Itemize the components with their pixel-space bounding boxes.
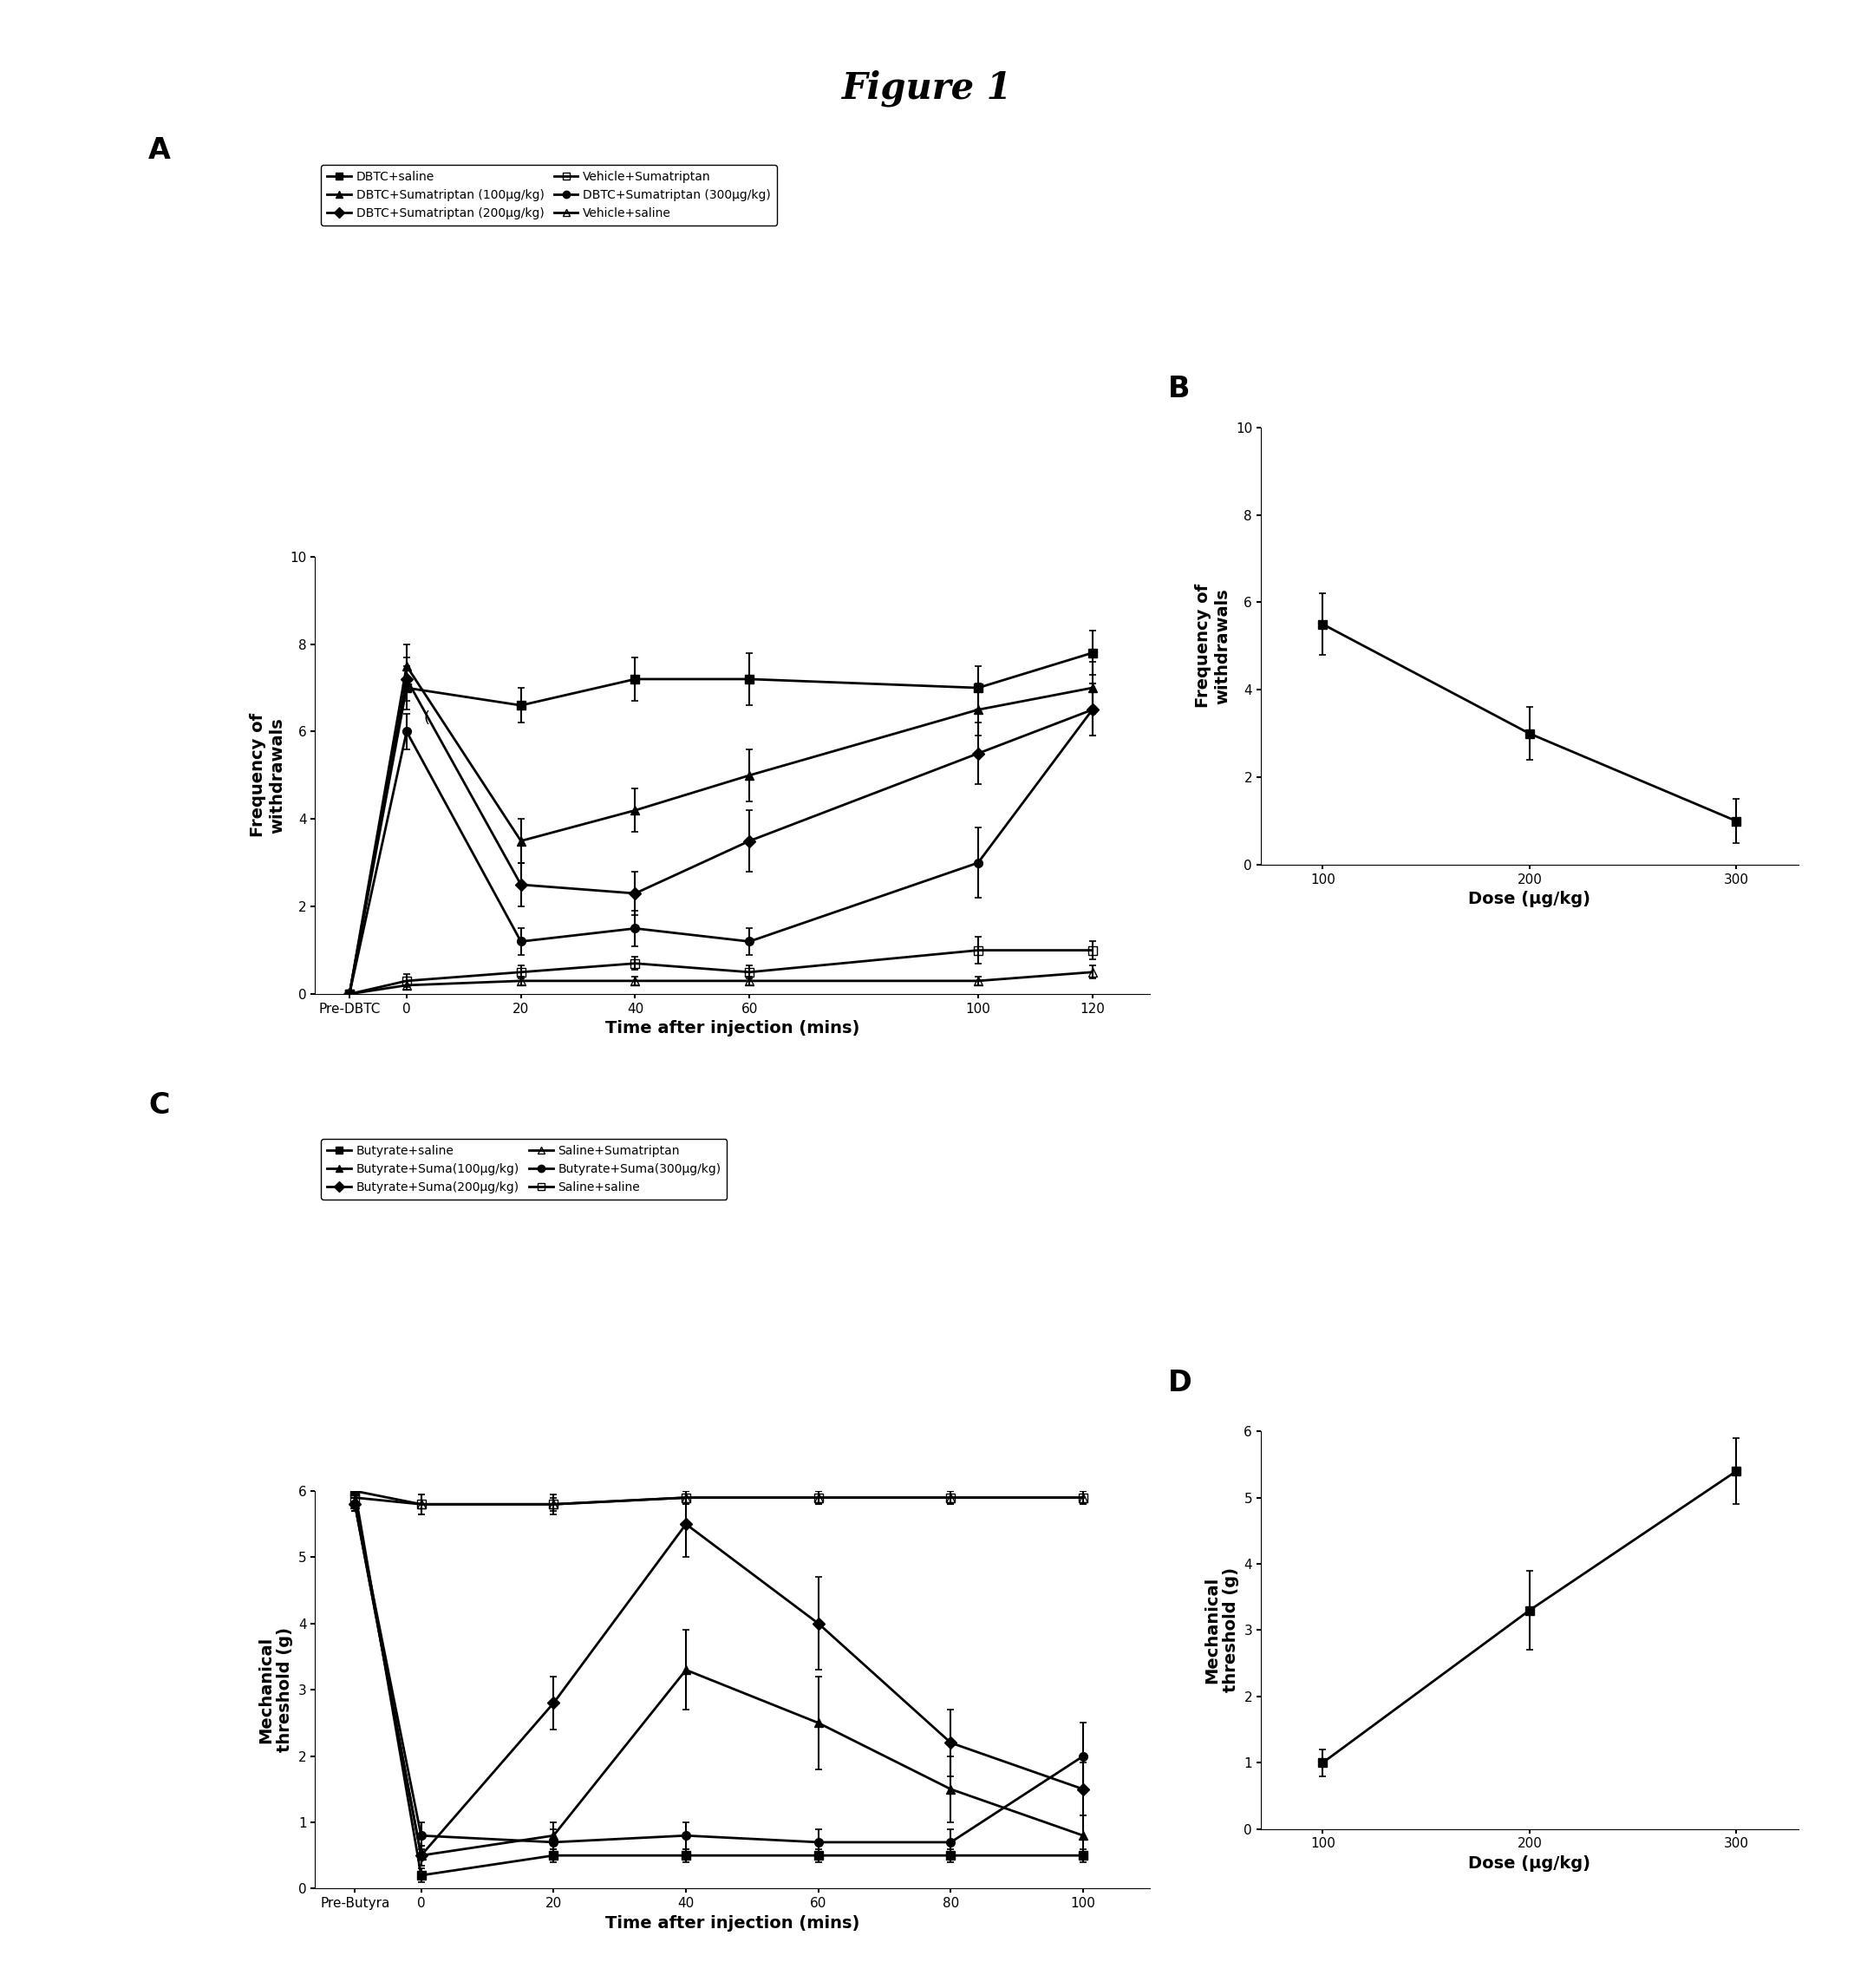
X-axis label: Dose (μg/kg): Dose (μg/kg) xyxy=(1468,891,1591,907)
Y-axis label: Frequency of
withdrawals: Frequency of withdrawals xyxy=(250,714,286,837)
Legend: Butyrate+saline, Butyrate+Suma(100μg/kg), Butyrate+Suma(200μg/kg), Saline+Sumatr: Butyrate+saline, Butyrate+Suma(100μg/kg)… xyxy=(321,1139,727,1199)
Y-axis label: Mechanical
threshold (g): Mechanical threshold (g) xyxy=(1203,1569,1238,1692)
Text: B: B xyxy=(1168,376,1190,404)
Text: Figure 1: Figure 1 xyxy=(842,70,1012,107)
Text: C: C xyxy=(148,1091,169,1119)
Y-axis label: Mechanical
threshold (g): Mechanical threshold (g) xyxy=(258,1628,293,1751)
X-axis label: Time after injection (mins): Time after injection (mins) xyxy=(604,1914,860,1930)
Text: A: A xyxy=(148,137,171,165)
Y-axis label: Frequency of
withdrawals: Frequency of withdrawals xyxy=(1196,584,1231,708)
Legend: DBTC+saline, DBTC+Sumatriptan (100μg/kg), DBTC+Sumatriptan (200μg/kg), Vehicle+S: DBTC+saline, DBTC+Sumatriptan (100μg/kg)… xyxy=(321,165,777,225)
Text: D: D xyxy=(1168,1370,1192,1398)
Text: (: ( xyxy=(423,710,430,726)
X-axis label: Dose (μg/kg): Dose (μg/kg) xyxy=(1468,1855,1591,1871)
X-axis label: Time after injection (mins): Time after injection (mins) xyxy=(604,1020,860,1036)
